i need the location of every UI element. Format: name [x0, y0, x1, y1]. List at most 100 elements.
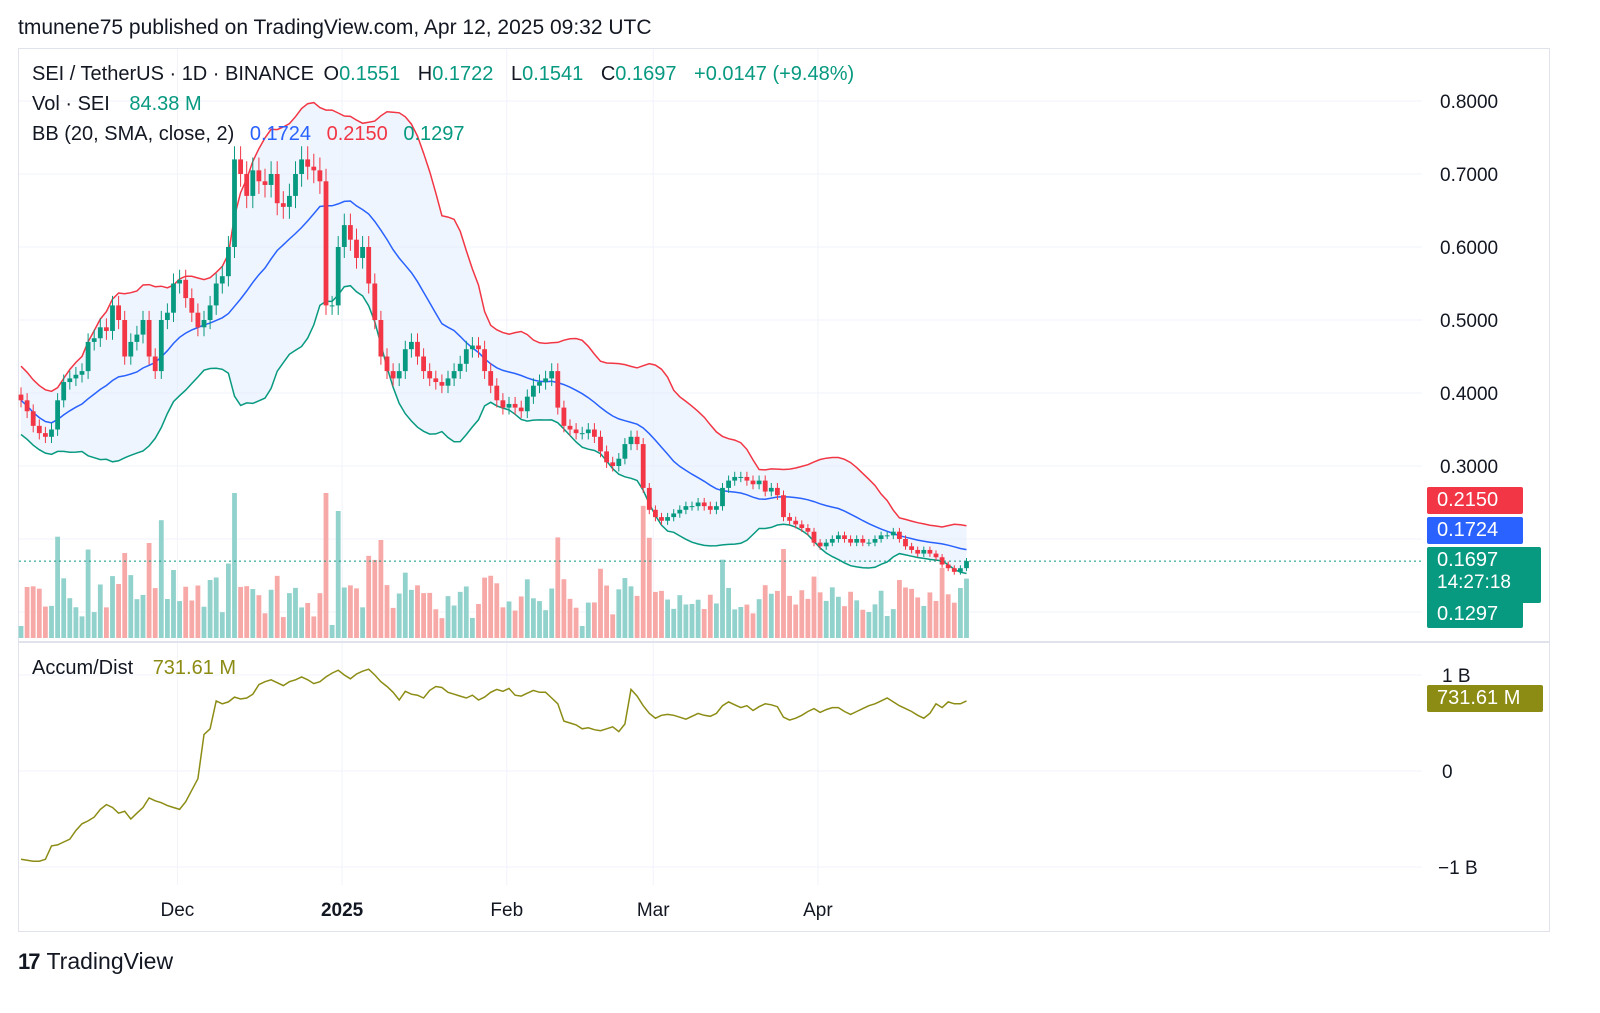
- candle-body[interactable]: [579, 433, 585, 435]
- candle-body[interactable]: [793, 520, 799, 525]
- candle-body[interactable]: [531, 385, 536, 397]
- candle-body[interactable]: [628, 436, 634, 445]
- candle-body[interactable]: [439, 382, 445, 386]
- candle-body[interactable]: [732, 476, 738, 481]
- candle-body[interactable]: [872, 539, 878, 543]
- candle-body[interactable]: [134, 334, 140, 342]
- candle-body[interactable]: [409, 341, 414, 350]
- candle-body[interactable]: [116, 305, 121, 320]
- candle-body[interactable]: [653, 509, 658, 518]
- candle-body[interactable]: [744, 476, 750, 481]
- candle-body[interactable]: [85, 341, 91, 372]
- candle-body[interactable]: [964, 561, 969, 569]
- candle-body[interactable]: [177, 279, 182, 284]
- candle-body[interactable]: [36, 425, 42, 434]
- candle-body[interactable]: [232, 159, 237, 247]
- candle-body[interactable]: [451, 371, 457, 379]
- candle-body[interactable]: [933, 553, 939, 558]
- candle-body[interactable]: [323, 181, 329, 306]
- candle-body[interactable]: [951, 568, 957, 572]
- candle-body[interactable]: [207, 305, 213, 320]
- candle-body[interactable]: [592, 429, 597, 437]
- candle-body[interactable]: [610, 462, 616, 466]
- candle-body[interactable]: [945, 564, 951, 569]
- candle-body[interactable]: [567, 425, 573, 430]
- candle-body[interactable]: [427, 371, 433, 379]
- candle-body[interactable]: [604, 451, 609, 463]
- candle-body[interactable]: [787, 517, 792, 521]
- candle-body[interactable]: [549, 371, 555, 379]
- candle-body[interactable]: [183, 279, 189, 299]
- candle-body[interactable]: [158, 320, 164, 372]
- candle-body[interactable]: [518, 407, 524, 412]
- candle-body[interactable]: [415, 341, 420, 357]
- candle-body[interactable]: [878, 535, 884, 539]
- candle-body[interactable]: [512, 403, 518, 408]
- candle-body[interactable]: [476, 345, 481, 350]
- candle-body[interactable]: [348, 225, 353, 240]
- candle-body[interactable]: [226, 247, 231, 277]
- candle-body[interactable]: [927, 549, 933, 554]
- candle-body[interactable]: [781, 495, 786, 518]
- candle-body[interactable]: [842, 535, 847, 539]
- candle-body[interactable]: [128, 341, 134, 357]
- candle-body[interactable]: [262, 181, 268, 185]
- candle-body[interactable]: [390, 371, 396, 379]
- candle-body[interactable]: [457, 363, 463, 372]
- candle-body[interactable]: [24, 400, 30, 412]
- candle-body[interactable]: [171, 283, 176, 313]
- candle-body[interactable]: [829, 539, 835, 543]
- candle-body[interactable]: [360, 247, 365, 258]
- candle-body[interactable]: [524, 396, 530, 412]
- candle-body[interactable]: [805, 528, 811, 532]
- candle-body[interactable]: [317, 170, 323, 182]
- candle-body[interactable]: [836, 535, 841, 539]
- candle-body[interactable]: [189, 298, 195, 313]
- candle-body[interactable]: [738, 476, 744, 478]
- candle-body[interactable]: [329, 305, 335, 307]
- candle-body[interactable]: [683, 506, 689, 510]
- candle-body[interactable]: [104, 327, 109, 331]
- candle-body[interactable]: [482, 349, 487, 372]
- candle-body[interactable]: [689, 506, 695, 508]
- candle-body[interactable]: [280, 203, 286, 207]
- candle-body[interactable]: [811, 531, 817, 543]
- candle-body[interactable]: [958, 568, 963, 572]
- candle-body[interactable]: [79, 371, 85, 375]
- candle-body[interactable]: [67, 378, 73, 383]
- candle-body[interactable]: [140, 320, 146, 335]
- candle-body[interactable]: [555, 371, 561, 408]
- candle-body[interactable]: [768, 487, 774, 492]
- candle-body[interactable]: [756, 480, 762, 485]
- candle-body[interactable]: [762, 480, 768, 492]
- candle-body[interactable]: [921, 549, 927, 554]
- candle-body[interactable]: [366, 247, 372, 284]
- candle-body[interactable]: [726, 480, 731, 488]
- candle-body[interactable]: [646, 487, 652, 510]
- candle-body[interactable]: [714, 506, 719, 510]
- candle-body[interactable]: [463, 349, 469, 364]
- candle-body[interactable]: [860, 539, 866, 543]
- candle-body[interactable]: [500, 400, 506, 408]
- candle-body[interactable]: [335, 247, 341, 306]
- candle-body[interactable]: [897, 531, 902, 539]
- candle-body[interactable]: [268, 174, 274, 185]
- candle-body[interactable]: [55, 400, 60, 430]
- candle-body[interactable]: [244, 174, 250, 196]
- candle-body[interactable]: [18, 394, 24, 401]
- candle-body[interactable]: [848, 539, 853, 543]
- candle-body[interactable]: [884, 535, 890, 537]
- candle-body[interactable]: [750, 480, 756, 485]
- candle-body[interactable]: [91, 338, 97, 342]
- candle-body[interactable]: [43, 433, 48, 437]
- candle-body[interactable]: [250, 170, 256, 196]
- candle-body[interactable]: [707, 506, 713, 510]
- candle-body[interactable]: [402, 349, 408, 372]
- candle-body[interactable]: [665, 517, 670, 521]
- candle-body[interactable]: [152, 356, 158, 372]
- candle-body[interactable]: [909, 546, 914, 550]
- candle-body[interactable]: [311, 166, 317, 171]
- candle-body[interactable]: [903, 539, 908, 547]
- candle-body[interactable]: [659, 517, 664, 521]
